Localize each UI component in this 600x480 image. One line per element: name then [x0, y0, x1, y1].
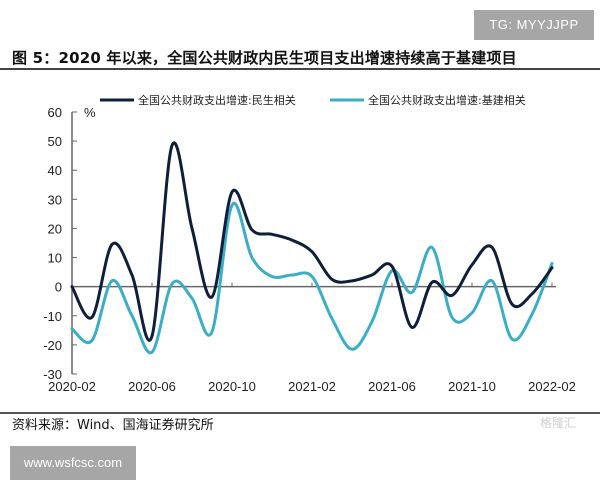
x-tick-label: 2022-02	[528, 379, 576, 394]
y-unit-label: %	[84, 105, 96, 120]
y-tick-label: 40	[48, 163, 62, 178]
y-tick-label: 60	[48, 105, 62, 120]
x-tick-label: 2021-10	[448, 379, 496, 394]
y-tick-label: 30	[48, 192, 62, 207]
title-rule	[0, 68, 600, 70]
y-tick-label: 50	[48, 134, 62, 149]
legend-label: 全国公共财政支出增速:民生相关	[138, 93, 296, 107]
y-tick-label: 10	[48, 251, 62, 266]
line-chart: 全国公共财政支出增速:民生相关 全国公共财政支出增速:基建相关 60 50 40 30 2…	[43, 93, 576, 394]
x-tick-label: 2020-06	[128, 379, 176, 394]
chart-axes: 60 50 40 30 20 10 0 -10 -20 -30% 2020-02 2020-06 202…	[43, 105, 576, 394]
series-infrastructure-line	[70, 201, 554, 355]
watermark: 格隆汇	[540, 416, 577, 430]
series-livelihood-line	[70, 141, 554, 342]
x-tick-label: 2021-02	[288, 379, 336, 394]
legend-label: 全国公共财政支出增速:基建相关	[368, 93, 526, 107]
chart-legend: 全国公共财政支出增速:民生相关 全国公共财政支出增速:基建相关	[100, 93, 526, 107]
x-tick-label: 2020-02	[48, 379, 96, 394]
y-tick-label: -10	[43, 309, 62, 324]
telegram-badge: TG: MYYJJPP	[474, 10, 594, 40]
website-badge: www.wsfcsc.com	[10, 446, 136, 480]
y-tick-label: 20	[48, 221, 62, 236]
x-tick-label: 2021-06	[368, 379, 416, 394]
y-tick-label: -30	[43, 367, 62, 382]
figure-title: 图 5：2020 年以来，全国公共财政内民生项目支出增速持续高于基建项目	[12, 49, 517, 67]
source-rule	[0, 412, 600, 414]
x-tick-label: 2020-10	[208, 379, 256, 394]
y-tick-label: -20	[43, 338, 62, 353]
y-tick-label: 0	[55, 280, 62, 295]
source-note: 资料来源：Wind、国海证券研究所	[12, 418, 214, 433]
chart-series	[70, 141, 554, 355]
